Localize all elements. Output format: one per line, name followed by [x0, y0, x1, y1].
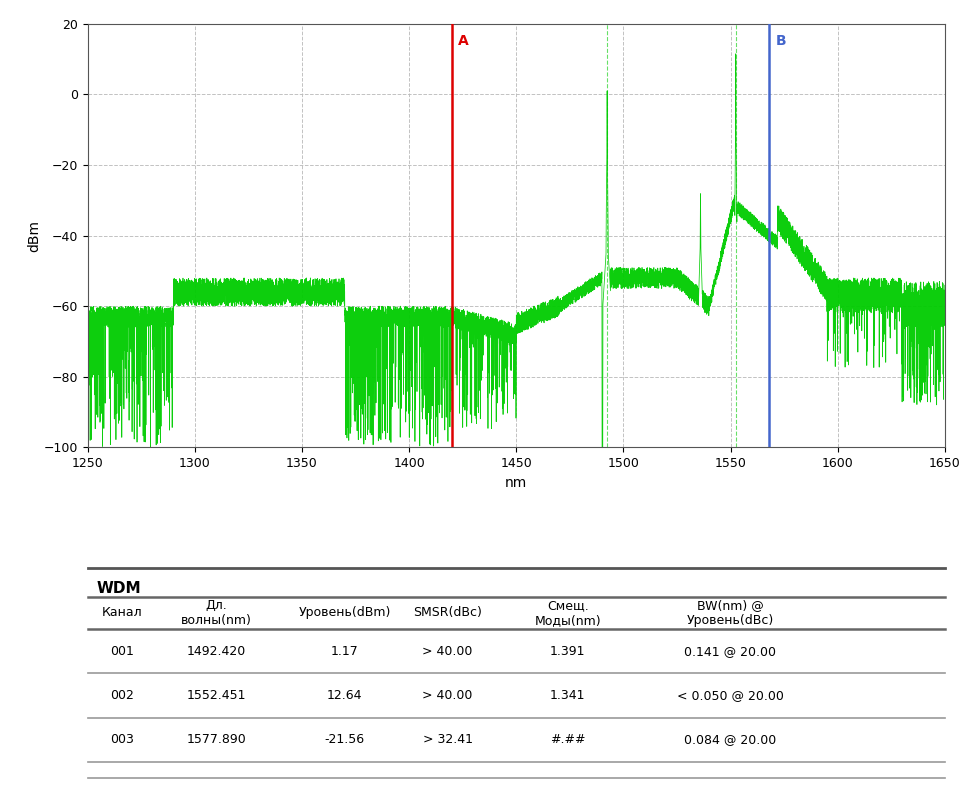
Text: 002: 002: [110, 689, 133, 702]
Text: Смещ.
Моды(nm): Смещ. Моды(nm): [535, 599, 601, 626]
Text: 0.084 @ 20.00: 0.084 @ 20.00: [685, 733, 776, 747]
Text: 1577.890: 1577.890: [186, 733, 246, 747]
Text: > 40.00: > 40.00: [423, 645, 472, 657]
Text: Канал: Канал: [101, 606, 142, 619]
Text: 003: 003: [110, 733, 133, 747]
X-axis label: nm: nm: [506, 476, 527, 490]
Text: -21.56: -21.56: [324, 733, 365, 747]
Text: SMSR(dBc): SMSR(dBc): [413, 606, 482, 619]
Text: 1492.420: 1492.420: [187, 645, 245, 657]
Text: < 0.050 @ 20.00: < 0.050 @ 20.00: [677, 689, 784, 702]
Text: Дл.
волны(nm): Дл. волны(nm): [181, 599, 251, 626]
Text: A: A: [459, 34, 469, 48]
Text: B: B: [775, 34, 786, 48]
Text: WDM: WDM: [96, 581, 141, 596]
Text: 12.64: 12.64: [327, 689, 362, 702]
Text: 1.341: 1.341: [550, 689, 585, 702]
Text: 001: 001: [110, 645, 133, 657]
Text: #.##: #.##: [550, 733, 585, 747]
Text: 1552.451: 1552.451: [186, 689, 246, 702]
Text: 1.17: 1.17: [331, 645, 358, 657]
Text: > 32.41: > 32.41: [423, 733, 472, 747]
Text: 0.141 @ 20.00: 0.141 @ 20.00: [685, 645, 776, 657]
Y-axis label: dBm: dBm: [26, 220, 41, 251]
Text: 1.391: 1.391: [550, 645, 585, 657]
Text: Уровень(dBm): Уровень(dBm): [299, 606, 391, 619]
Text: BW(nm) @
Уровень(dBc): BW(nm) @ Уровень(dBc): [687, 599, 774, 626]
Text: > 40.00: > 40.00: [423, 689, 472, 702]
